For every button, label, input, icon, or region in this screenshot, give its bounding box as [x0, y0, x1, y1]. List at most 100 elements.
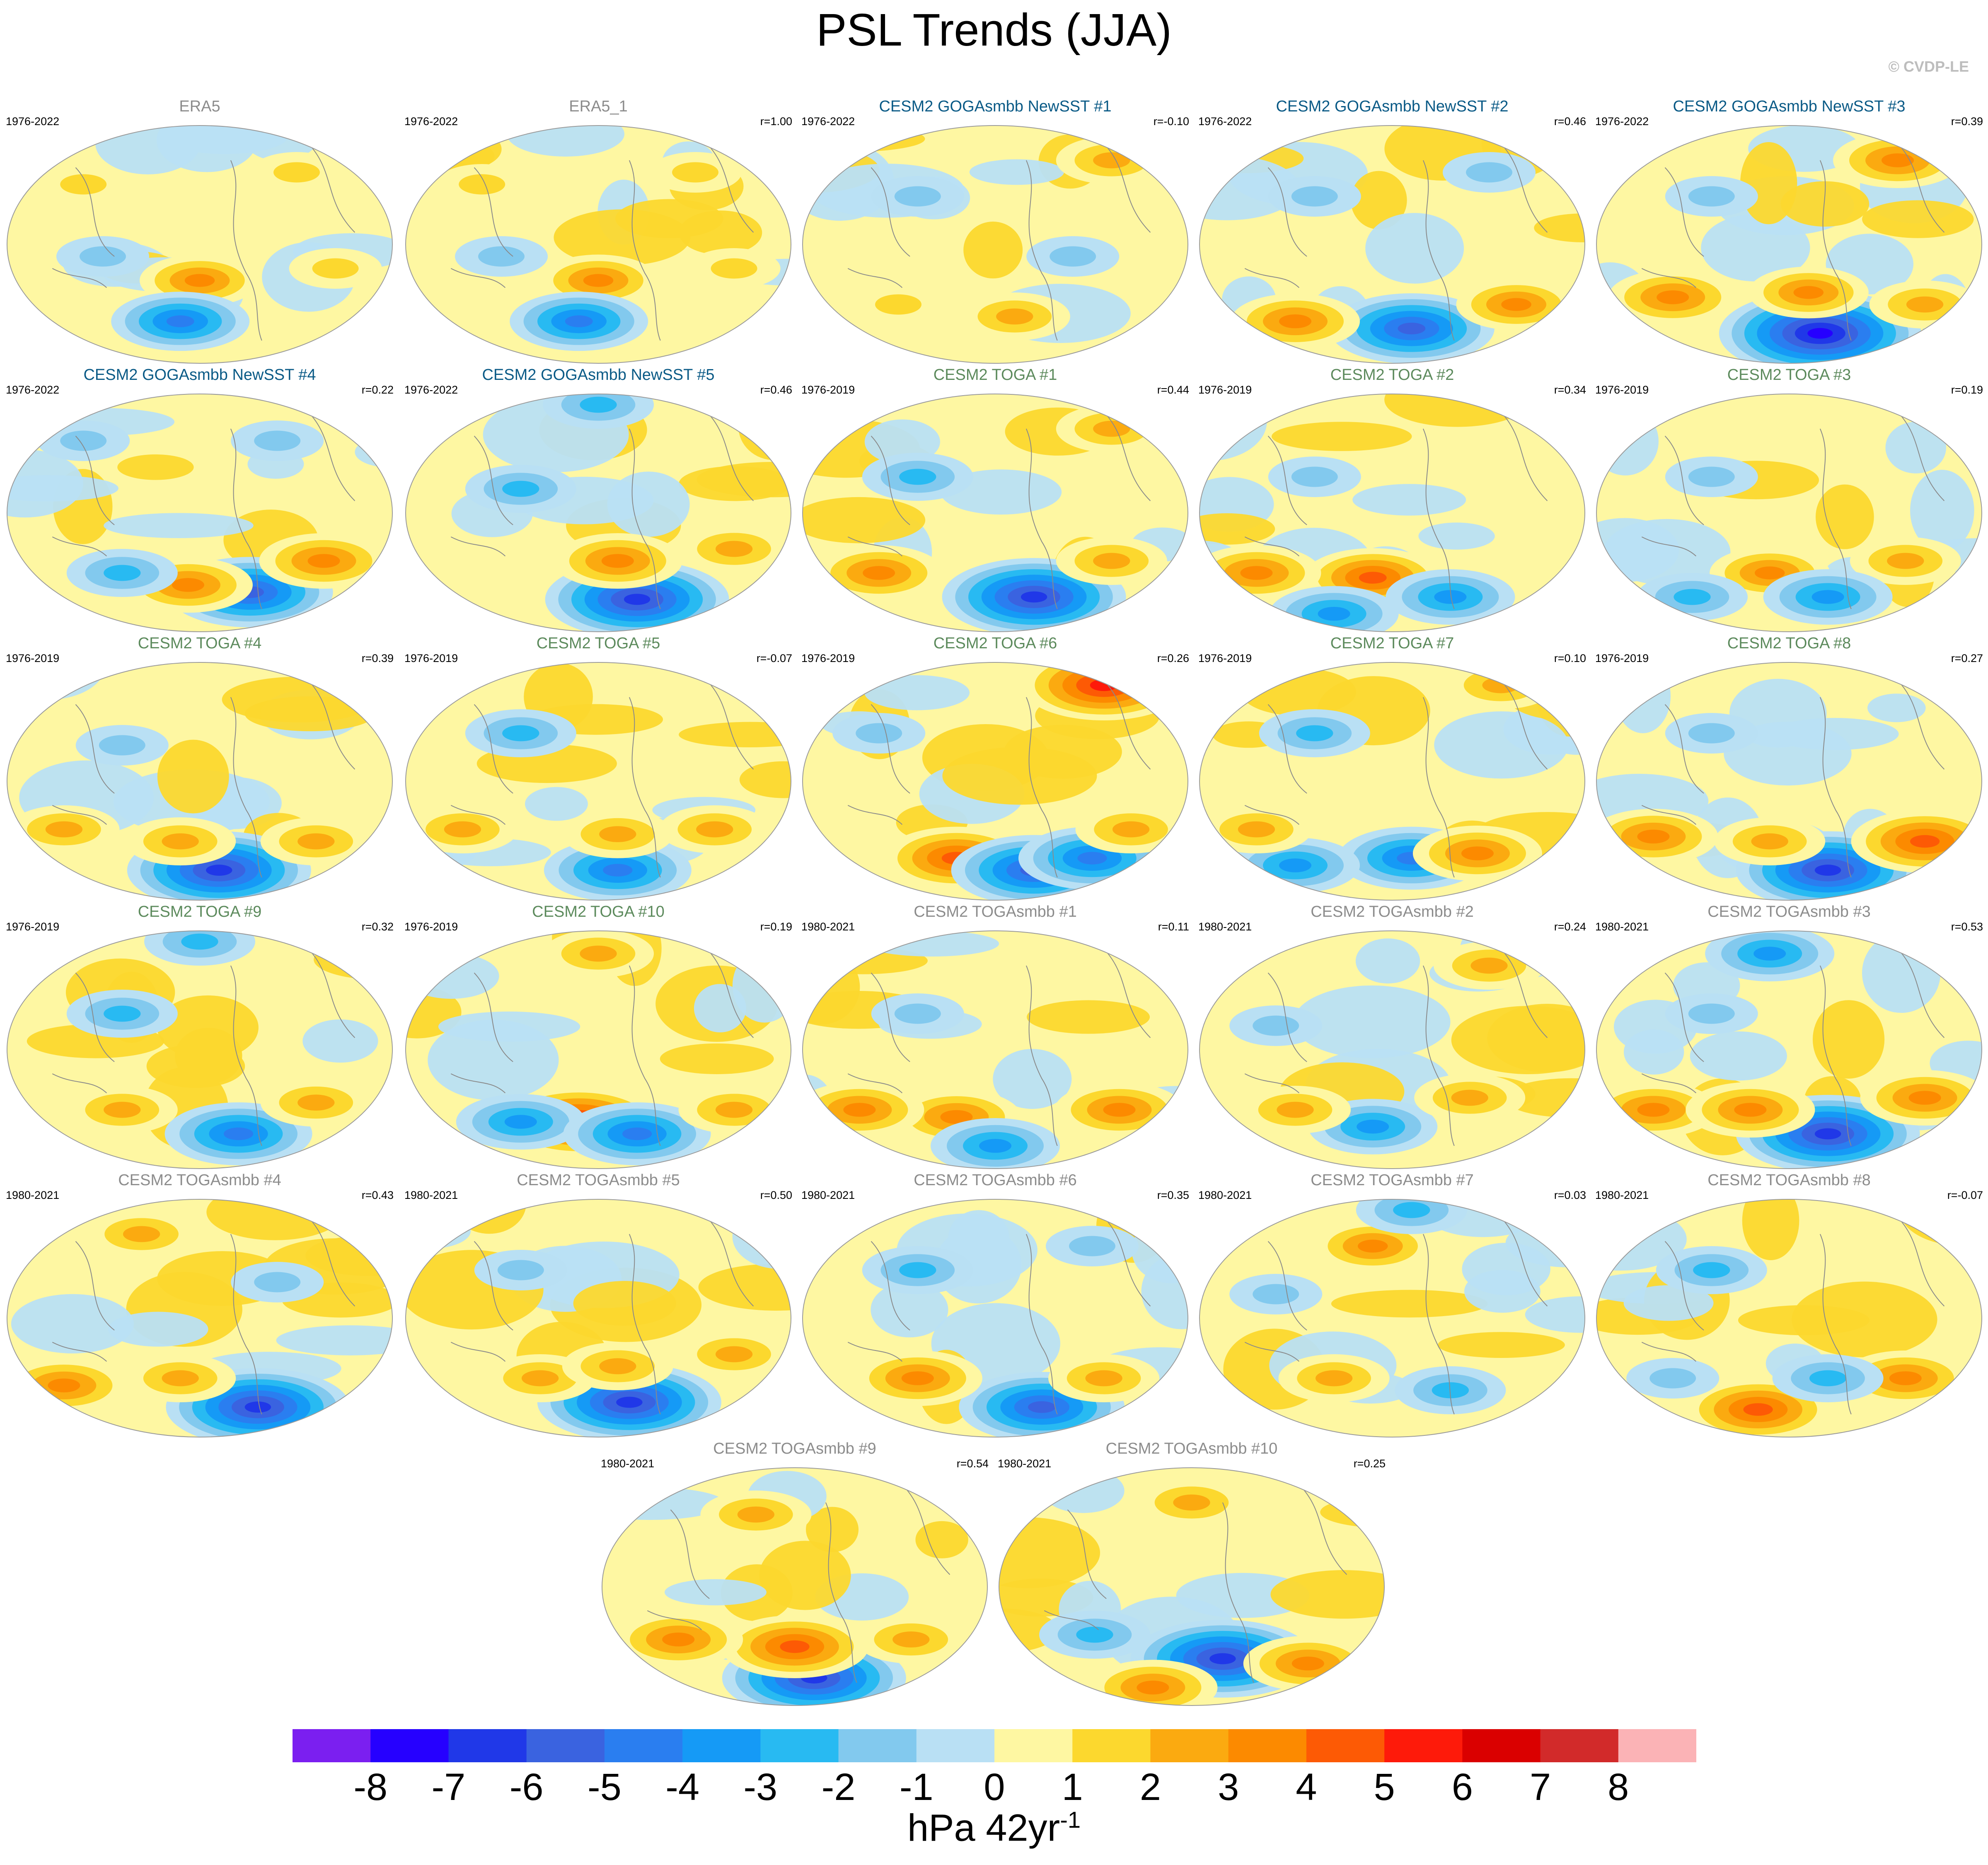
map-svg	[1199, 930, 1585, 1169]
map-svg	[1199, 394, 1585, 632]
map-svg	[7, 662, 393, 901]
panel-correlation: r=0.22	[361, 384, 394, 396]
map-svg	[7, 125, 393, 364]
panel-title: ERA5	[179, 98, 220, 115]
map-svg	[405, 125, 791, 364]
map-panel: CESM2 TOGA #5 1976-2019 r=-0.07	[404, 634, 792, 901]
panel-correlation: r=0.25	[1353, 1457, 1386, 1470]
panel-period: 1980-2021	[6, 1189, 60, 1201]
colorbar-swatch	[1228, 1729, 1307, 1762]
panel-correlation: r=-0.07	[756, 652, 792, 664]
colorbar-tick-label: 0	[984, 1766, 1005, 1808]
panel-period: 1976-2019	[6, 920, 60, 933]
colorbar-swatch	[448, 1729, 527, 1762]
map-panel: CESM2 TOGA #6 1976-2019 r=0.26	[801, 634, 1189, 901]
map-svg	[802, 1199, 1188, 1437]
panel-correlation: r=0.11	[1158, 920, 1189, 933]
colorbar-tick-label: 2	[1139, 1766, 1161, 1808]
colorbar-tick-label: 3	[1218, 1766, 1239, 1808]
panel-title: CESM2 TOGA #2	[1330, 366, 1454, 384]
colorbar-tick-label: 7	[1529, 1766, 1551, 1808]
map-panel: CESM2 TOGA #2 1976-2019 r=0.34	[1198, 365, 1586, 633]
map-svg	[1596, 930, 1982, 1169]
panel-title: CESM2 GOGAsmbb NewSST #2	[1276, 98, 1509, 115]
colorbar-swatch	[1306, 1729, 1385, 1762]
panel-title: CESM2 GOGAsmbb NewSST #3	[1673, 98, 1906, 115]
panel-period: 1976-2022	[1595, 115, 1649, 128]
colorbar-tick-label: -6	[509, 1766, 544, 1808]
panel-title: CESM2 TOGAsmbb #10	[1105, 1440, 1278, 1457]
map-panel: CESM2 TOGAsmbb #1 1980-2021 r=0.11	[801, 902, 1189, 1170]
watermark: © CVDP-LE	[1888, 58, 1969, 75]
colorbar-swatch	[370, 1729, 449, 1762]
panel-period: 1980-2021	[801, 920, 855, 933]
colorbar-tick-label: 8	[1608, 1766, 1629, 1808]
colorbar-tick-label: 5	[1374, 1766, 1395, 1808]
panel-correlation: r=0.43	[361, 1189, 394, 1201]
panel-title: CESM2 TOGA #3	[1727, 366, 1851, 384]
map-panel: CESM2 TOGAsmbb #8 1980-2021 r=-0.07	[1595, 1171, 1983, 1438]
map-panel: CESM2 TOGAsmbb #7 1980-2021 r=0.03	[1198, 1171, 1586, 1438]
panel-period: 1976-2022	[6, 384, 60, 396]
panel-title: CESM2 TOGA #7	[1330, 635, 1454, 652]
colorbar-units: hPa 42yr-1	[0, 1806, 1988, 1850]
panel-period: 1976-2019	[801, 384, 855, 396]
panel-title: CESM2 TOGAsmbb #2	[1311, 903, 1474, 920]
map-svg	[405, 930, 791, 1169]
colorbar-tick-label: -5	[587, 1766, 622, 1808]
map-svg	[802, 662, 1188, 901]
map-panel: CESM2 TOGAsmbb #5 1980-2021 r=0.50	[404, 1171, 792, 1438]
map-svg	[1199, 1199, 1585, 1437]
map-svg	[1199, 125, 1585, 364]
map-panel: ERA5 1976-2022	[6, 97, 394, 365]
map-svg	[1596, 1199, 1982, 1437]
panel-period: 1976-2019	[1595, 652, 1649, 664]
map-panel: CESM2 TOGAsmbb #3 1980-2021 r=0.53	[1595, 902, 1983, 1170]
panel-period: 1980-2021	[404, 1189, 458, 1201]
units-exponent: -1	[1060, 1807, 1081, 1833]
map-panel: CESM2 GOGAsmbb NewSST #1 1976-2022 r=-0.10	[801, 97, 1189, 365]
panel-title: CESM2 TOGA #9	[138, 903, 262, 920]
panel-title: ERA5_1	[569, 98, 628, 115]
panel-period: 1976-2022	[6, 115, 60, 128]
panel-title: CESM2 TOGA #8	[1727, 635, 1851, 652]
map-panel: CESM2 GOGAsmbb NewSST #5 1976-2022 r=0.46	[404, 365, 792, 633]
map-svg	[802, 394, 1188, 632]
panel-title: CESM2 GOGAsmbb NewSST #4	[83, 366, 316, 384]
panel-correlation: r=0.46	[760, 384, 792, 396]
map-panel: CESM2 TOGA #3 1976-2019 r=0.19	[1595, 365, 1983, 633]
map-panel: CESM2 TOGA #1 1976-2019 r=0.44	[801, 365, 1189, 633]
panel-period: 1976-2019	[801, 652, 855, 664]
colorbar-swatch	[1462, 1729, 1541, 1762]
map-svg	[802, 930, 1188, 1169]
map-svg	[999, 1467, 1385, 1706]
panel-title: CESM2 TOGAsmbb #7	[1311, 1172, 1474, 1189]
panel-correlation: r=0.54	[956, 1457, 989, 1470]
map-svg	[405, 394, 791, 632]
map-svg	[1596, 394, 1982, 632]
map-svg	[602, 1467, 988, 1706]
map-panel: CESM2 GOGAsmbb NewSST #3 1976-2022 r=0.39	[1595, 97, 1983, 365]
panel-title: CESM2 TOGAsmbb #3	[1707, 903, 1871, 920]
map-svg	[1596, 662, 1982, 901]
panel-title: CESM2 TOGAsmbb #1	[914, 903, 1077, 920]
colorbar-tick-label: 4	[1296, 1766, 1317, 1808]
colorbar-tick-label: -4	[665, 1766, 700, 1808]
colorbar-swatch	[1540, 1729, 1619, 1762]
panel-correlation: r=0.27	[1951, 652, 1983, 664]
colorbar-tick-label: 1	[1062, 1766, 1083, 1808]
panel-correlation: r=1.00	[760, 115, 792, 128]
panel-correlation: r=0.19	[1951, 384, 1983, 396]
colorbar-tick-label: 6	[1451, 1766, 1473, 1808]
colorbar-swatch	[1618, 1729, 1696, 1762]
panel-correlation: r=-0.10	[1153, 115, 1189, 128]
panel-period: 1980-2021	[1595, 1189, 1649, 1201]
panel-period: 1980-2021	[1198, 920, 1252, 933]
panel-period: 1976-2019	[1198, 384, 1252, 396]
panel-correlation: r=0.34	[1554, 384, 1586, 396]
colorbar-tick-label: -8	[353, 1766, 388, 1808]
map-panel: CESM2 TOGAsmbb #10 1980-2021 r=0.25	[998, 1439, 1386, 1707]
panel-period: 1976-2022	[404, 115, 458, 128]
colorbar-tick-label: -3	[743, 1766, 778, 1808]
panel-period: 1980-2021	[601, 1457, 655, 1470]
